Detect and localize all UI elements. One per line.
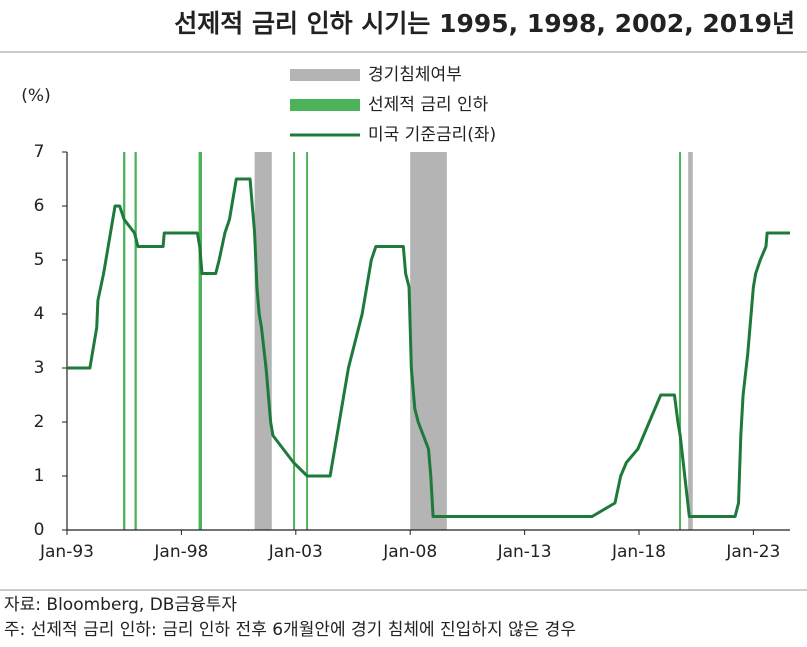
x-tick-label: Jan-08 bbox=[382, 542, 437, 562]
y-axis-label: (%) bbox=[21, 86, 50, 106]
x-tick-label: Jan-03 bbox=[268, 542, 323, 562]
chart-title: 선제적 금리 인하 시기는 1995, 1998, 2002, 2019년 bbox=[174, 9, 795, 38]
y-tick-label: 5 bbox=[34, 250, 45, 270]
x-tick-label: Jan-13 bbox=[497, 542, 552, 562]
band bbox=[198, 152, 202, 530]
legend-swatch bbox=[290, 99, 360, 111]
x-tick-label: Jan-18 bbox=[611, 542, 666, 562]
y-tick-label: 1 bbox=[34, 466, 45, 486]
x-tick-label: Jan-98 bbox=[153, 542, 208, 562]
band bbox=[134, 152, 137, 530]
y-tick-label: 7 bbox=[34, 142, 45, 162]
y-tick-label: 4 bbox=[34, 304, 45, 324]
x-tick-label: Jan-23 bbox=[725, 542, 780, 562]
band bbox=[410, 152, 447, 530]
band bbox=[293, 152, 296, 530]
y-tick-label: 6 bbox=[34, 196, 45, 216]
legend-swatch bbox=[290, 69, 360, 81]
source: 자료: Bloomberg, DB금융투자 bbox=[4, 595, 237, 615]
note: 주: 선제적 금리 인하: 금리 인하 전후 6개월안에 경기 침체에 진입하지… bbox=[4, 620, 576, 640]
legend-label: 미국 기준금리(좌) bbox=[368, 125, 496, 145]
y-tick-label: 0 bbox=[34, 520, 45, 540]
y-tick-label: 2 bbox=[34, 412, 45, 432]
legend-label: 선제적 금리 인하 bbox=[368, 95, 489, 115]
band bbox=[688, 152, 693, 530]
line bbox=[67, 177, 790, 518]
y-tick-label: 3 bbox=[34, 358, 45, 378]
legend-label: 경기침체여부 bbox=[368, 65, 462, 85]
band bbox=[679, 152, 682, 530]
x-tick-label: Jan-93 bbox=[39, 542, 94, 562]
band bbox=[306, 152, 309, 530]
band bbox=[123, 152, 126, 530]
